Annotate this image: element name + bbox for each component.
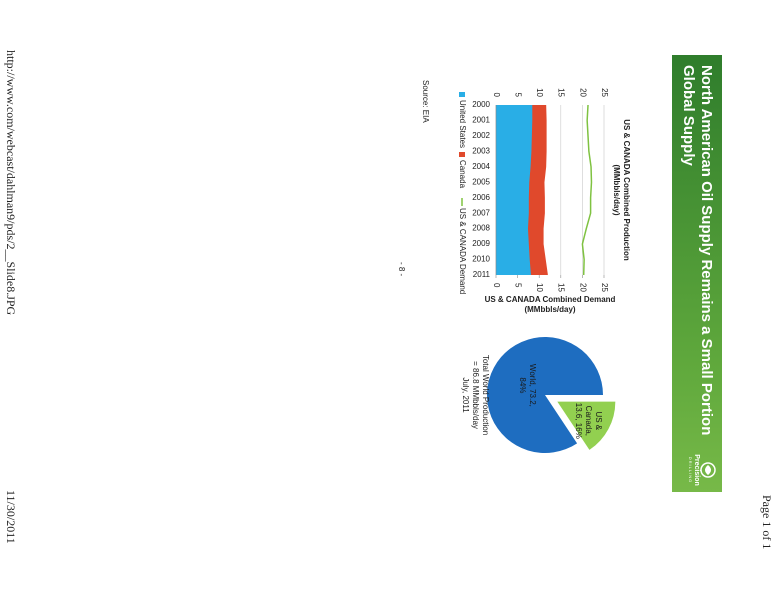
demand-line — [581, 104, 593, 276]
x-tick-label: 2011 — [473, 270, 491, 279]
caption-line: Total World Production — [481, 354, 490, 436]
x-tick-label: 2006 — [472, 193, 490, 202]
legend-swatch — [459, 92, 465, 97]
area-fill — [527, 105, 548, 275]
caption-line: July, 2011 — [461, 377, 470, 413]
chart-title: US & CANADA Combined Production — [622, 119, 631, 261]
area-edge — [542, 104, 548, 276]
y-tick-label: 0 — [492, 93, 501, 98]
pie-label: World, 73.2, 84% — [518, 363, 538, 407]
legend-swatch — [459, 152, 465, 157]
x-tick-label: 2009 — [472, 239, 490, 248]
pie-slice — [557, 401, 616, 450]
x-tick-label: 2002 — [472, 131, 490, 140]
x-tick-label: 2007 — [472, 208, 490, 217]
y-tick-label: 5 — [513, 93, 522, 98]
y-tick-label: 15 — [557, 88, 566, 97]
x-tick-label: 2003 — [472, 146, 490, 155]
area-fill — [496, 105, 533, 275]
pie-caption: Total World Production = 86.8 MMbbls/day… — [460, 345, 490, 445]
pie-slice — [487, 337, 603, 453]
slide-number: - 8 - — [397, 262, 406, 277]
logo: Precision DRILLING — [688, 453, 716, 487]
x-tick-label: 2000 — [472, 100, 490, 109]
chart-title-units: (MMbbls/day) — [612, 164, 621, 215]
x-tick-label: 2008 — [472, 224, 490, 233]
y2-tick-label: 0 — [492, 283, 501, 288]
x-tick-label: 2004 — [472, 162, 490, 171]
legend-label: United States — [458, 100, 467, 148]
y-tick-label: 10 — [535, 88, 544, 97]
legend-label: Canada — [458, 160, 467, 189]
y2-tick-label: 20 — [578, 283, 587, 292]
pie-label: US & Canada, 13.6, 16% — [574, 402, 604, 439]
logo-icon — [700, 462, 716, 478]
y-tick-label: 20 — [578, 88, 587, 97]
legend-label: US & CANADA Demand — [458, 208, 467, 294]
x-tick-label: 2001 — [472, 116, 490, 125]
y2-tick-label: 15 — [557, 283, 566, 292]
source: Source: EIA — [421, 80, 430, 123]
y2-axis-units: (MMbbls/day) — [524, 305, 575, 314]
y2-tick-label: 5 — [513, 283, 522, 288]
header-band: North American Oil Supply Remains a Smal… — [672, 55, 722, 492]
x-tick-label: 2005 — [472, 177, 490, 186]
caption-line: = 86.8 MMbbls/day — [471, 361, 480, 429]
x-tick-label: 2010 — [472, 255, 490, 264]
y-tick-label: 25 — [600, 88, 609, 97]
area-edge — [527, 105, 533, 276]
y2-tick-label: 25 — [600, 283, 609, 292]
y2-tick-label: 10 — [535, 283, 544, 292]
y2-axis-title: US & CANADA Combined Demand — [485, 295, 616, 304]
